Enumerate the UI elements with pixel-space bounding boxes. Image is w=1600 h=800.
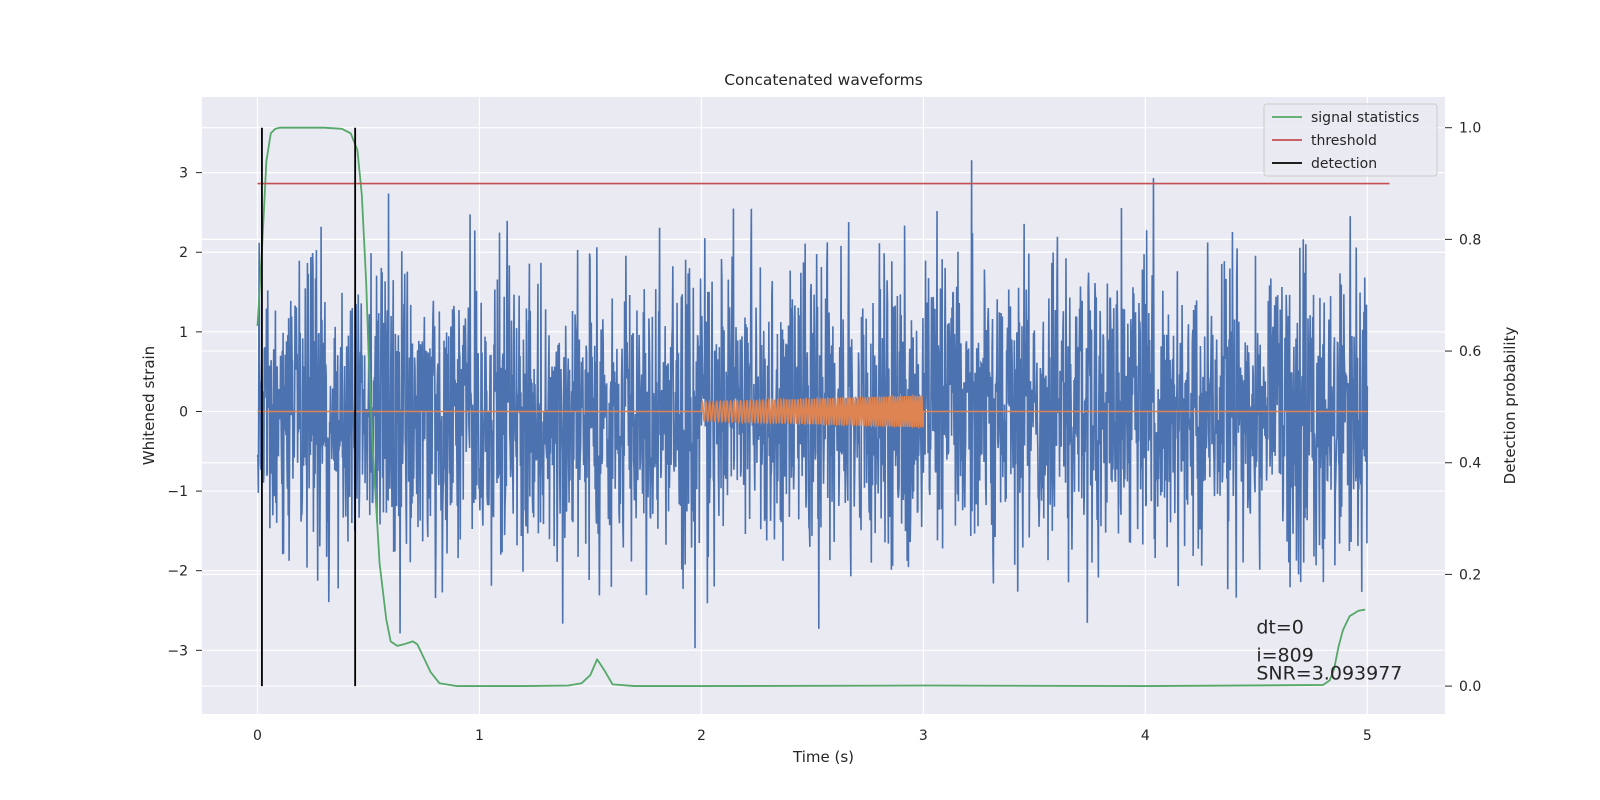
x-tick-label-2: 2 [697,728,706,744]
y2-tick-label-5: 1.0 [1459,121,1481,137]
series-signal-statistics [256,126,1366,687]
legend-entry-detection: detection [1311,156,1377,172]
y-tick-label-1: −2 [167,564,188,580]
legend: signal statistics threshold detection [1263,103,1438,177]
x-tick-label-5: 5 [1363,728,1372,744]
y-tick-label-6: 3 [179,166,188,182]
series-noise [256,160,1369,649]
y2-tick-label-0: 0.0 [1459,679,1481,695]
legend-box [1263,103,1438,177]
y2-tick-label-4: 0.8 [1459,232,1481,248]
y-axis-label: Whitened strain [140,346,158,465]
y-tick-label-4: 1 [179,325,188,341]
series-layer [256,126,1390,687]
x-tick-label-4: 4 [1141,728,1150,744]
x-tick-label-1: 1 [475,728,484,744]
x-tick-label-3: 3 [919,728,928,744]
y-tick-label-5: 2 [179,245,188,261]
y2-tick-label-1: 0.2 [1459,567,1481,583]
chart-title: Concatenated waveforms [724,71,923,89]
y-tick-label-3: 0 [179,404,188,420]
series-chirp [257,393,1368,430]
y-tick-label-0: −3 [167,643,188,659]
x-axis-label: Time (s) [792,748,854,766]
annotation-index: i=809 [1256,644,1313,666]
y2-tick-label-2: 0.4 [1459,456,1481,472]
y2-tick-label-3: 0.6 [1459,344,1481,360]
tick-labels: 0 1 2 3 4 5 −3 −2 −1 0 1 2 3 0.0 0.2 0.4 0.6 0.8 1.0 [167,121,1481,744]
legend-entry-signal-statistics: signal statistics [1311,110,1419,126]
y-tick-label-2: −1 [167,484,188,500]
legend-entry-threshold: threshold [1311,133,1377,149]
annotation-snr: SNR=3.093977 [1256,663,1402,685]
annotation-dt: dt=0 [1256,616,1304,638]
y2-axis-label: Detection probability [1501,327,1519,485]
x-tick-label-0: 0 [253,728,262,744]
